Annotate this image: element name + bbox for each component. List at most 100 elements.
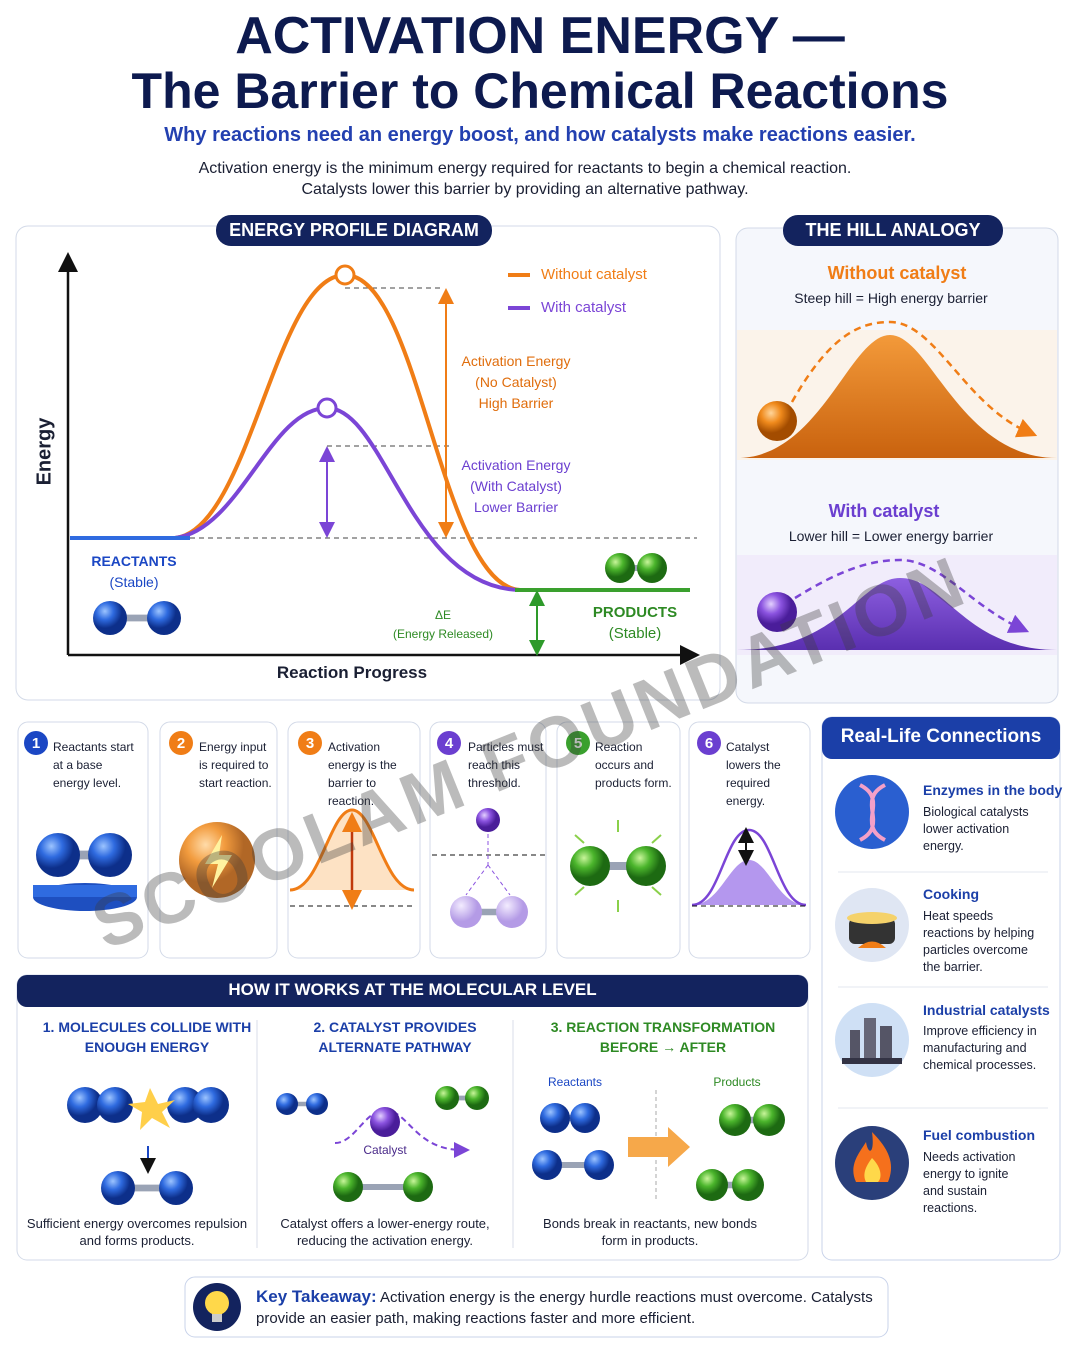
shape bbox=[570, 1103, 600, 1133]
step-number: 6 bbox=[704, 735, 714, 752]
shape bbox=[651, 834, 662, 844]
shape bbox=[24, 731, 48, 755]
shape bbox=[476, 808, 500, 832]
shape bbox=[169, 731, 193, 755]
molecule bbox=[570, 846, 666, 886]
step-text: Particles must reach this threshold. bbox=[468, 740, 544, 790]
takeaway-label: Key Takeaway: bbox=[256, 1287, 377, 1306]
hill bbox=[737, 335, 1057, 458]
caption: Sufficient energy overcomes repulsion an… bbox=[26, 1216, 248, 1248]
line: (No Catalyst) bbox=[475, 374, 557, 390]
step-text: Reaction occurs and products form. bbox=[595, 740, 672, 790]
legend-label: Without catalyst bbox=[541, 266, 647, 283]
step-text: Activation energy is the barrier to reac… bbox=[328, 740, 397, 808]
title: The Barrier to Chemical Reactions bbox=[131, 63, 949, 119]
molecule bbox=[435, 1086, 489, 1110]
shape bbox=[570, 846, 610, 886]
line: (Stable) bbox=[608, 625, 662, 642]
shape bbox=[574, 834, 585, 844]
item-text: Biological catalysts lower activation en… bbox=[923, 805, 1029, 853]
line: Lower Barrier bbox=[473, 499, 559, 515]
shape bbox=[850, 1030, 860, 1062]
annotation: Activation Energy (No Catalyst) High Barri… bbox=[446, 351, 586, 414]
shape bbox=[465, 1086, 489, 1110]
column-title: 3. REACTION TRANSFORMATION bbox=[550, 1019, 776, 1035]
takeaway: Key Takeaway: Activation energy is the e… bbox=[256, 1286, 876, 1329]
step-number: 2 bbox=[176, 735, 186, 752]
takeaway-text: Activation energy is the energy hurdle r… bbox=[256, 1289, 873, 1327]
shape bbox=[93, 601, 127, 635]
real-life-icons bbox=[835, 775, 909, 1200]
mini-curve bbox=[692, 860, 806, 905]
step-number: 5 bbox=[573, 735, 583, 752]
shape bbox=[637, 553, 667, 583]
molecule bbox=[167, 1087, 229, 1123]
molecule bbox=[450, 896, 528, 928]
shape bbox=[333, 1172, 363, 1202]
step-text: Energy input is required to start reacti… bbox=[199, 740, 272, 790]
molecule bbox=[67, 1087, 133, 1123]
shape bbox=[450, 896, 482, 928]
heading-pill bbox=[783, 215, 1003, 246]
item-title: Industrial catalysts bbox=[923, 1002, 1050, 1018]
shape bbox=[403, 1172, 433, 1202]
subtitle: Why reactions need an energy boost, and … bbox=[164, 124, 916, 146]
shape bbox=[437, 731, 461, 755]
shape bbox=[842, 1058, 902, 1064]
step-text: Catalyst lowers the required energy. bbox=[726, 740, 781, 808]
shape bbox=[626, 846, 666, 886]
molecule bbox=[93, 601, 181, 635]
x-axis-label: Reaction Progress bbox=[276, 663, 428, 682]
y-axis-label: Energy bbox=[33, 417, 56, 486]
shape bbox=[697, 731, 721, 755]
step-number: 3 bbox=[305, 735, 315, 752]
line: (Stable) bbox=[109, 574, 159, 590]
annotation: Activation Energy (With Catalyst) Lower Ba… bbox=[446, 455, 586, 518]
hill-text: Steep hill = High energy barrier bbox=[794, 290, 988, 306]
item-text: Heat speeds reactions by helping particl… bbox=[923, 909, 1035, 974]
item-title: Fuel combustion bbox=[923, 1127, 1035, 1143]
line: Activation Energy bbox=[461, 353, 571, 369]
item-text: Needs activation energy to ignite and su… bbox=[923, 1150, 1016, 1215]
intro: Catalysts lower this barrier by providin… bbox=[301, 181, 749, 198]
label: Products bbox=[713, 1075, 761, 1089]
shape bbox=[719, 1104, 751, 1136]
burst bbox=[574, 820, 662, 912]
real-life-header bbox=[822, 717, 1060, 759]
title: ACTIVATION ENERGY — bbox=[235, 7, 845, 65]
label: Catalyst bbox=[363, 1143, 407, 1157]
shape bbox=[193, 1087, 229, 1123]
catalyst bbox=[370, 1107, 400, 1137]
annotation: REACTANTS (Stable) bbox=[84, 551, 184, 593]
peak bbox=[334, 264, 356, 286]
line: PRODUCTS bbox=[592, 604, 678, 621]
shape bbox=[205, 1291, 229, 1315]
shape bbox=[858, 783, 887, 842]
column-subtitle: BEFORE → AFTER bbox=[599, 1039, 727, 1055]
shape bbox=[732, 1169, 764, 1201]
legend-label: With catalyst bbox=[541, 299, 627, 316]
molecule bbox=[333, 1172, 433, 1202]
line: ΔE bbox=[434, 608, 452, 622]
shape bbox=[556, 721, 681, 959]
collision bbox=[128, 1088, 175, 1130]
shape bbox=[858, 941, 886, 948]
molecule bbox=[719, 1104, 785, 1136]
shape bbox=[651, 886, 662, 896]
caption: Catalyst offers a lower-energy route, re… bbox=[280, 1216, 490, 1248]
takeaway-box bbox=[184, 1276, 889, 1338]
column-title: 2. CATALYST PROVIDES ALTERNATE PATHWAY bbox=[313, 1019, 477, 1055]
shape bbox=[496, 896, 528, 928]
shape bbox=[101, 1171, 135, 1205]
line: High Barrier bbox=[478, 395, 554, 411]
shape bbox=[849, 918, 895, 944]
molecule bbox=[605, 553, 667, 583]
shape bbox=[36, 833, 80, 877]
heading: Real-Life Connections bbox=[840, 726, 1042, 747]
shape bbox=[566, 731, 590, 755]
step-number: 1 bbox=[31, 735, 41, 752]
molecule bbox=[36, 833, 132, 877]
molecule bbox=[532, 1150, 614, 1180]
heading: HOW IT WORKS AT THE MOLECULAR LEVEL bbox=[228, 980, 597, 999]
shape bbox=[67, 1087, 103, 1123]
